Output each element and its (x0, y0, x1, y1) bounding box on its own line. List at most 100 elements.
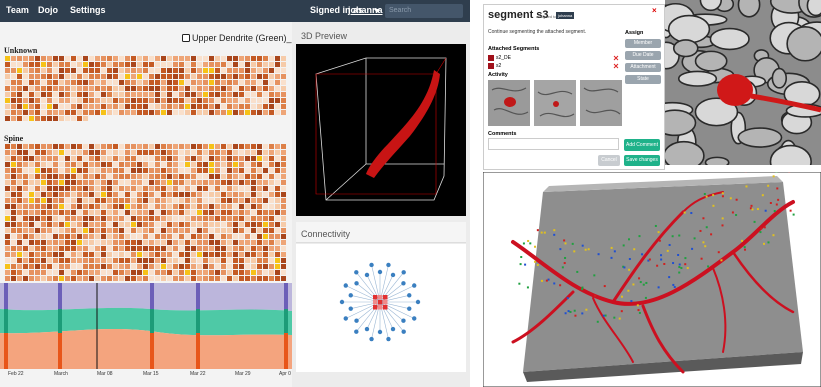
heat-cell (89, 210, 94, 215)
heat-cell (251, 222, 256, 227)
heat-cell (29, 104, 34, 109)
heat-cell (125, 192, 130, 197)
nav-link[interactable]: Team (6, 5, 29, 15)
segment-item[interactable]: s2_DE (496, 55, 512, 61)
heat-cell (71, 92, 76, 97)
speckle (680, 267, 683, 270)
save-button[interactable]: Save changes (624, 155, 660, 166)
heat-cell (29, 192, 34, 197)
heat-cell (185, 62, 190, 67)
heat-cell (215, 192, 220, 197)
heat-cell (203, 62, 208, 67)
heat-cell (167, 62, 172, 67)
speckle (573, 309, 576, 312)
nav-link[interactable]: Settings (70, 5, 106, 15)
heat-cell (5, 156, 10, 161)
heat-cell (227, 270, 232, 275)
heat-cell (35, 252, 40, 257)
assign-button[interactable]: Due Date (625, 51, 661, 60)
heat-cell (149, 204, 154, 209)
speckle (518, 282, 521, 285)
heat-cell (203, 92, 208, 97)
heat-cell (83, 92, 88, 97)
heat-cell (65, 234, 70, 239)
heat-cell (275, 68, 280, 73)
heat-cell (89, 62, 94, 67)
heat-cell (59, 80, 64, 85)
heat-cell (269, 180, 274, 185)
assign-button[interactable]: State (625, 75, 661, 84)
search-input[interactable]: Search (385, 4, 463, 18)
heat-cell (263, 68, 268, 73)
heat-cell (275, 264, 280, 269)
heat-cell (137, 192, 142, 197)
heat-cell (233, 92, 238, 97)
heat-cell (29, 144, 34, 149)
heat-cell (239, 276, 244, 281)
heat-cell (245, 270, 250, 275)
heat-cell (149, 240, 154, 245)
heat-cell (47, 258, 52, 263)
heat-cell (53, 68, 58, 73)
heat-cell (119, 222, 124, 227)
add-comment-button[interactable]: Add Comment (624, 139, 660, 151)
heat-cell (203, 252, 208, 257)
heat-cell (275, 168, 280, 173)
speckle (721, 217, 724, 220)
heat-cell (185, 222, 190, 227)
heat-cell (179, 168, 184, 173)
assign-button[interactable]: Attachment (625, 63, 661, 72)
heat-cell (47, 180, 52, 185)
heat-cell (107, 216, 112, 221)
heat-cell (191, 110, 196, 115)
heat-cell (269, 168, 274, 173)
user-menu[interactable]: johanna (348, 5, 383, 15)
heat-cell (209, 92, 214, 97)
heat-cell (161, 228, 166, 233)
heat-cell (167, 234, 172, 239)
heat-cell (221, 110, 226, 115)
heat-cell (221, 234, 226, 239)
heat-cell (263, 228, 268, 233)
heat-cell (47, 210, 52, 215)
heat-cell (143, 80, 148, 85)
heat-cell (161, 104, 166, 109)
heat-cell (257, 198, 262, 203)
heat-cell (257, 276, 262, 281)
nav-link[interactable]: Dojo (38, 5, 58, 15)
heat-cell (5, 180, 10, 185)
heat-cell (53, 228, 58, 233)
heat-cell (179, 98, 184, 103)
heat-cell (53, 210, 58, 215)
heat-cell (95, 62, 100, 67)
graph-node (386, 262, 391, 268)
heat-cell (143, 98, 148, 103)
heat-cell (119, 156, 124, 161)
heat-cell (173, 104, 178, 109)
heat-cell (77, 240, 82, 245)
heat-cell (119, 252, 124, 257)
heat-cell (59, 168, 64, 173)
heat-cell (131, 276, 136, 281)
heat-cell (59, 98, 64, 103)
heat-cell (23, 174, 28, 179)
heat-cell (161, 74, 166, 79)
assign-button[interactable]: Member (625, 39, 661, 48)
heat-cell (149, 252, 154, 257)
speckle (678, 234, 681, 237)
cancel-button[interactable]: Cancel (598, 155, 620, 166)
comment-input[interactable] (488, 138, 619, 150)
timeline-label: Mar 08 (97, 371, 113, 377)
heat-cell (173, 144, 178, 149)
checkbox[interactable] (182, 34, 190, 42)
heat-cell (53, 192, 58, 197)
heat-cell (245, 98, 250, 103)
segment-item[interactable]: s2 (496, 63, 502, 69)
heat-cell (233, 174, 238, 179)
heat-cell (185, 246, 190, 251)
heat-cell (5, 204, 10, 209)
heat-cell (263, 174, 268, 179)
heat-cell (101, 198, 106, 203)
close-button[interactable]: × (652, 6, 657, 15)
heat-cell (257, 86, 262, 91)
